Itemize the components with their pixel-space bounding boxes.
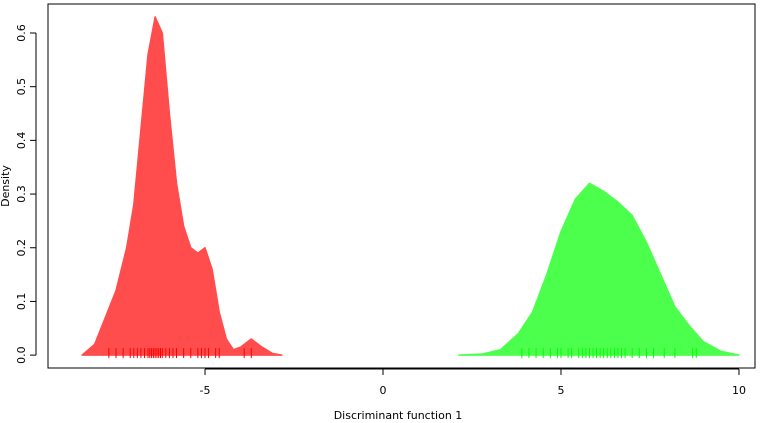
y-tick-label: 0.6 xyxy=(15,24,28,42)
density-area xyxy=(81,16,283,356)
x-tick-label: 5 xyxy=(557,384,564,397)
y-axis-label: Density xyxy=(0,165,12,207)
x-tick-label: 10 xyxy=(732,384,746,397)
y-tick-label: 0.1 xyxy=(15,293,28,311)
y-tick-label: 0.4 xyxy=(15,132,28,150)
y-tick-label: 0.3 xyxy=(15,185,28,203)
y-tick-label: 0.2 xyxy=(15,239,28,257)
plot-box xyxy=(47,3,756,369)
x-tick-label: 0 xyxy=(379,384,386,397)
x-axis-label: Discriminant function 1 xyxy=(334,409,463,422)
y-tick-label: 0.0 xyxy=(15,346,28,364)
x-tick-label: -5 xyxy=(200,384,211,397)
density-area xyxy=(458,182,740,356)
y-tick-label: 0.5 xyxy=(15,78,28,96)
